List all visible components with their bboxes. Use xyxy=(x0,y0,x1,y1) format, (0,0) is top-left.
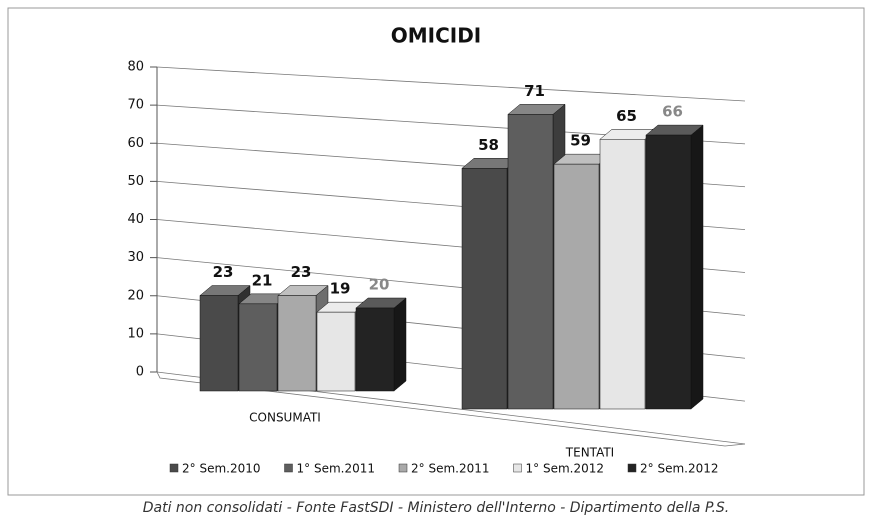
footnote: Dati non consolidati - Fonte FastSDI - M… xyxy=(143,500,730,516)
legend-label: 2° Sem.2012 xyxy=(640,462,719,476)
data-label: 66 xyxy=(662,103,683,121)
legend-swatch xyxy=(169,463,179,473)
bar-front xyxy=(553,163,600,410)
y-tick-label: 40 xyxy=(127,212,144,227)
legend-label: 1° Sem.2012 xyxy=(526,462,605,476)
x-tick-label: TENTATI xyxy=(565,446,614,460)
y-tick-label: 20 xyxy=(127,288,144,303)
bar-front xyxy=(645,134,692,410)
legend-swatch xyxy=(627,463,637,473)
x-tick-label: CONSUMATI xyxy=(249,411,321,425)
bar-front xyxy=(199,295,239,392)
floor xyxy=(156,371,746,447)
legend-label: 1° Sem.2011 xyxy=(297,462,376,476)
legend-label: 2° Sem.2011 xyxy=(411,462,490,476)
y-tick-label: 30 xyxy=(127,250,144,265)
data-label: 20 xyxy=(369,276,390,294)
y-tick-label: 10 xyxy=(127,326,144,341)
legend-swatch xyxy=(513,463,522,473)
bar-front xyxy=(277,295,317,392)
bar-front xyxy=(461,168,508,410)
bar-side xyxy=(690,124,704,410)
bar xyxy=(461,157,520,410)
y-tick-label: 0 xyxy=(136,365,144,380)
data-label: 19 xyxy=(330,280,351,298)
data-label: 71 xyxy=(524,82,545,100)
y-tick-label: 70 xyxy=(127,98,144,113)
data-label: 23 xyxy=(291,263,312,281)
grid-line xyxy=(156,66,746,102)
legend-swatch xyxy=(284,463,293,473)
data-label: 59 xyxy=(570,132,591,150)
bar-front xyxy=(507,114,554,410)
bar xyxy=(355,297,407,392)
data-label: 23 xyxy=(213,263,234,281)
chart-title: OMICIDI xyxy=(391,24,482,48)
y-tick-label: 60 xyxy=(127,136,144,151)
bar-front xyxy=(599,139,646,410)
data-label: 58 xyxy=(478,136,499,154)
data-label: 21 xyxy=(252,271,273,289)
data-label: 65 xyxy=(616,107,637,125)
chart-frame xyxy=(7,7,865,496)
bar-front xyxy=(355,307,395,392)
bar-front xyxy=(238,303,278,392)
bar-front xyxy=(316,311,356,392)
y-tick-label: 80 xyxy=(127,60,144,75)
y-tick-label: 50 xyxy=(127,174,144,189)
bar-side xyxy=(393,297,407,392)
bar xyxy=(645,124,704,410)
legend-label: 2° Sem.2010 xyxy=(182,462,261,476)
legend-swatch xyxy=(398,463,408,473)
